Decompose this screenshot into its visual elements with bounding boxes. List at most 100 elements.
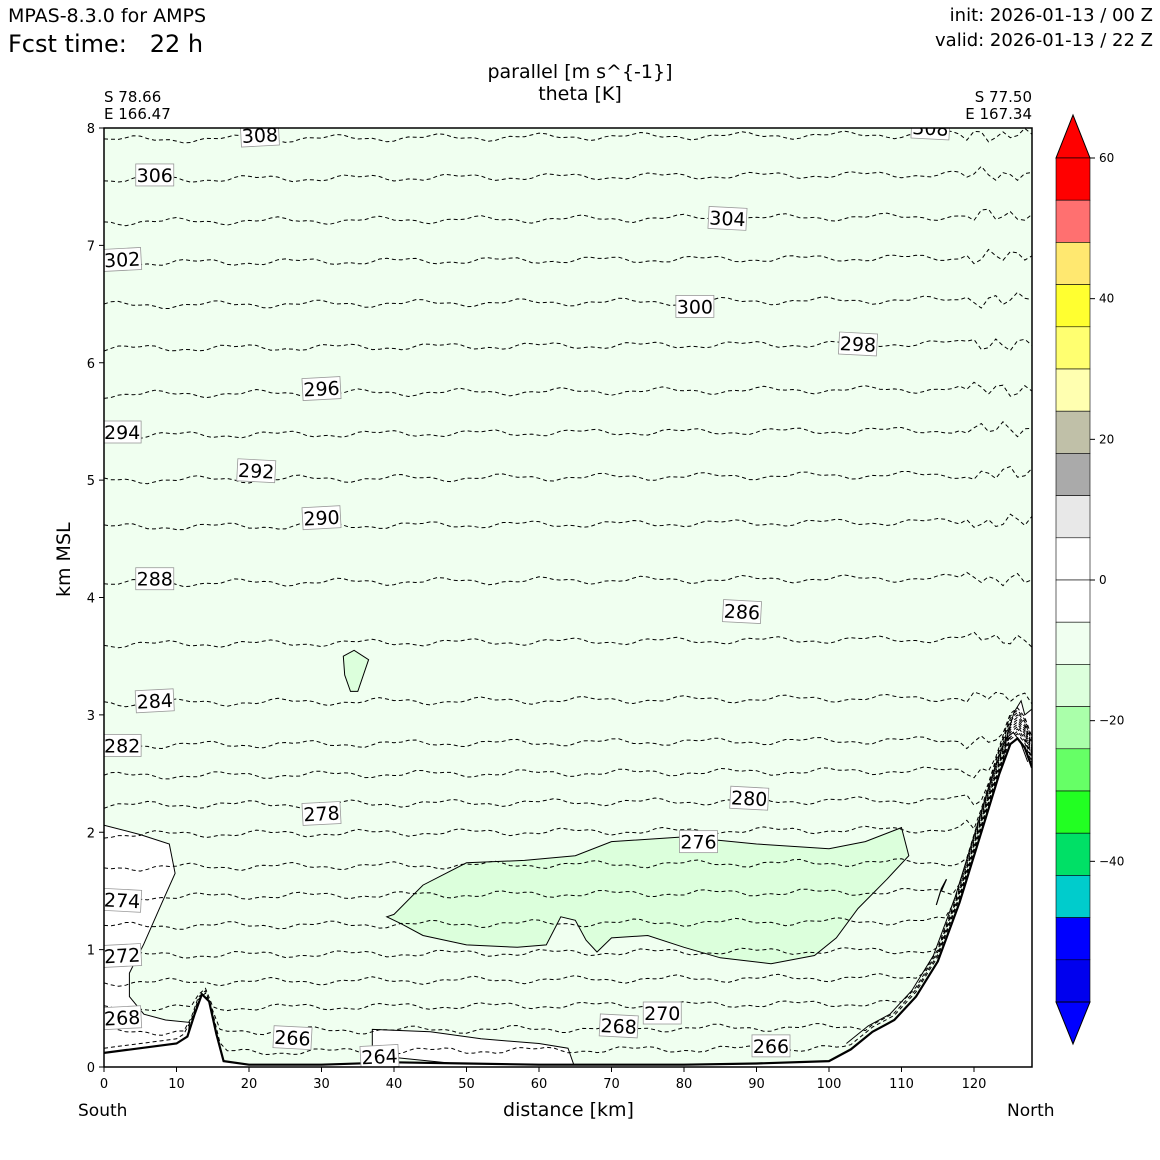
theta-label-text: 268: [600, 1015, 637, 1039]
forecast-time: Fcst time: 22 h: [8, 30, 203, 58]
colorbar-segment: [1055, 579, 1091, 623]
y-tick-label: 8: [87, 122, 95, 137]
theta-label-text: 308: [241, 124, 278, 148]
end-point: S 77.50 E 167.34: [965, 89, 1032, 123]
theta-contour-line: [104, 631, 1032, 649]
theta-contour-line: [104, 421, 1032, 439]
colorbar-segment: [1055, 199, 1091, 243]
theta-label: 268: [103, 1005, 143, 1031]
terrain-outline: [104, 736, 1032, 1066]
theta-label-box: [236, 458, 277, 484]
theta-label: 272: [104, 943, 143, 968]
theta-label-text: 276: [680, 832, 716, 854]
theta-label: 278: [301, 801, 342, 827]
theta-label-text: 306: [137, 165, 173, 187]
theta-label-box: [301, 505, 342, 531]
theta-contour-line: [104, 165, 1032, 183]
theta-contour-line: [104, 721, 1032, 930]
theta-label: 286: [722, 599, 762, 625]
theta-label: 268: [598, 1013, 639, 1039]
x-tick-label: 10: [168, 1077, 185, 1092]
y-tick-label: 1: [87, 944, 95, 959]
theta-contour-line: [104, 725, 1032, 987]
x-tick-label: 50: [458, 1077, 475, 1092]
y-tick-label: 3: [87, 709, 95, 724]
theta-contour-line: [104, 732, 1032, 1056]
y-tick-label: 7: [87, 239, 95, 254]
colorbar-segment: [1055, 706, 1091, 750]
theta-label: 290: [301, 505, 342, 531]
y-axis-label: km MSL: [53, 522, 75, 597]
theta-label-box: [301, 801, 342, 826]
theta-label-text: 300: [677, 296, 713, 318]
theta-label-text: 270: [644, 1003, 680, 1025]
colorbar-tick-label: 20: [1099, 432, 1114, 446]
theta-label-text: 304: [709, 207, 746, 231]
theta-label-text: 292: [238, 460, 275, 484]
theta-label-box: [104, 943, 143, 968]
theta-label: 276: [679, 830, 718, 854]
theta-label: 304: [707, 205, 748, 231]
theta-contour-line: [104, 691, 1032, 708]
x-tick-label: 60: [531, 1077, 548, 1092]
colorbar-segment: [1055, 790, 1091, 834]
chart-title-line2: theta [K]: [538, 83, 622, 105]
theta-label: 296: [301, 376, 342, 402]
theta-contour-line: [104, 248, 1032, 267]
model-name: MPAS-8.3.0 for AMPS: [8, 5, 207, 27]
x-tick-label: 90: [748, 1077, 765, 1092]
theta-label-box: [729, 785, 770, 811]
theta-label-box: [910, 128, 951, 141]
theta-label-box: [134, 688, 175, 714]
colorbar-segment: [1055, 537, 1091, 581]
colorbar-tick-label: 40: [1099, 292, 1114, 306]
theta-contour-line: [104, 716, 1032, 872]
theta-label: 298: [838, 331, 878, 357]
theta-label-box: [272, 1025, 313, 1051]
theta-label-box: [135, 567, 175, 591]
theta-label-text: 274: [103, 889, 140, 913]
theta-label: 288: [135, 567, 175, 591]
x-tick-label: 30: [313, 1077, 330, 1092]
theta-label: 292: [236, 458, 277, 484]
theta-contour-line: [104, 718, 1032, 901]
theta-contour-line: [104, 723, 1032, 959]
end-lon: E 167.34: [965, 105, 1032, 123]
y-tick-label: 6: [87, 357, 95, 372]
theta-label-text: 278: [303, 803, 340, 827]
theta-label: 302: [104, 247, 143, 272]
theta-label: 306: [135, 163, 175, 187]
y-axis-label-text: km MSL: [53, 522, 75, 597]
theta-label-box: [707, 205, 748, 231]
theta-contour-line: [104, 730, 1032, 1036]
theta-label-text: 308: [912, 117, 949, 141]
theta-label-box: [675, 295, 715, 318]
start-lat: S 78.66: [104, 88, 162, 106]
valid-time: valid: 2026-01-13 / 22 Z: [935, 30, 1153, 51]
x-axis-label: distance [km]: [503, 1099, 634, 1121]
colorbar-segment: [1055, 284, 1091, 328]
theta-label-text: 268: [103, 1007, 140, 1031]
colorbar-tick-label: −20: [1099, 714, 1124, 728]
theta-label-box: [239, 128, 280, 148]
colorbar-segment: [1055, 495, 1091, 539]
theta-contour-line: [104, 381, 1032, 399]
colorbar-segment: [1055, 917, 1091, 961]
theta-label: 282: [104, 733, 142, 757]
wind-core-region: [385, 826, 910, 965]
start-lon: E 166.47: [104, 105, 171, 123]
theta-label-box: [598, 1013, 639, 1039]
x-tick-label: 120: [962, 1077, 987, 1092]
theta-label-box: [679, 830, 718, 854]
theta-contour-line: [104, 714, 1032, 839]
forecast-time-label: Fcst time:: [8, 30, 127, 58]
x-tick-label: 110: [889, 1077, 914, 1092]
colorbar-segment: [1055, 664, 1091, 707]
theta-contour-line: [104, 513, 1032, 531]
init-time: init: 2026-01-13 / 00 Z: [949, 5, 1153, 26]
colorbar-segment: [1055, 621, 1091, 665]
theta-label-box: [359, 1044, 400, 1067]
south-label: South: [78, 1101, 128, 1121]
theta-label: 294: [104, 420, 142, 444]
